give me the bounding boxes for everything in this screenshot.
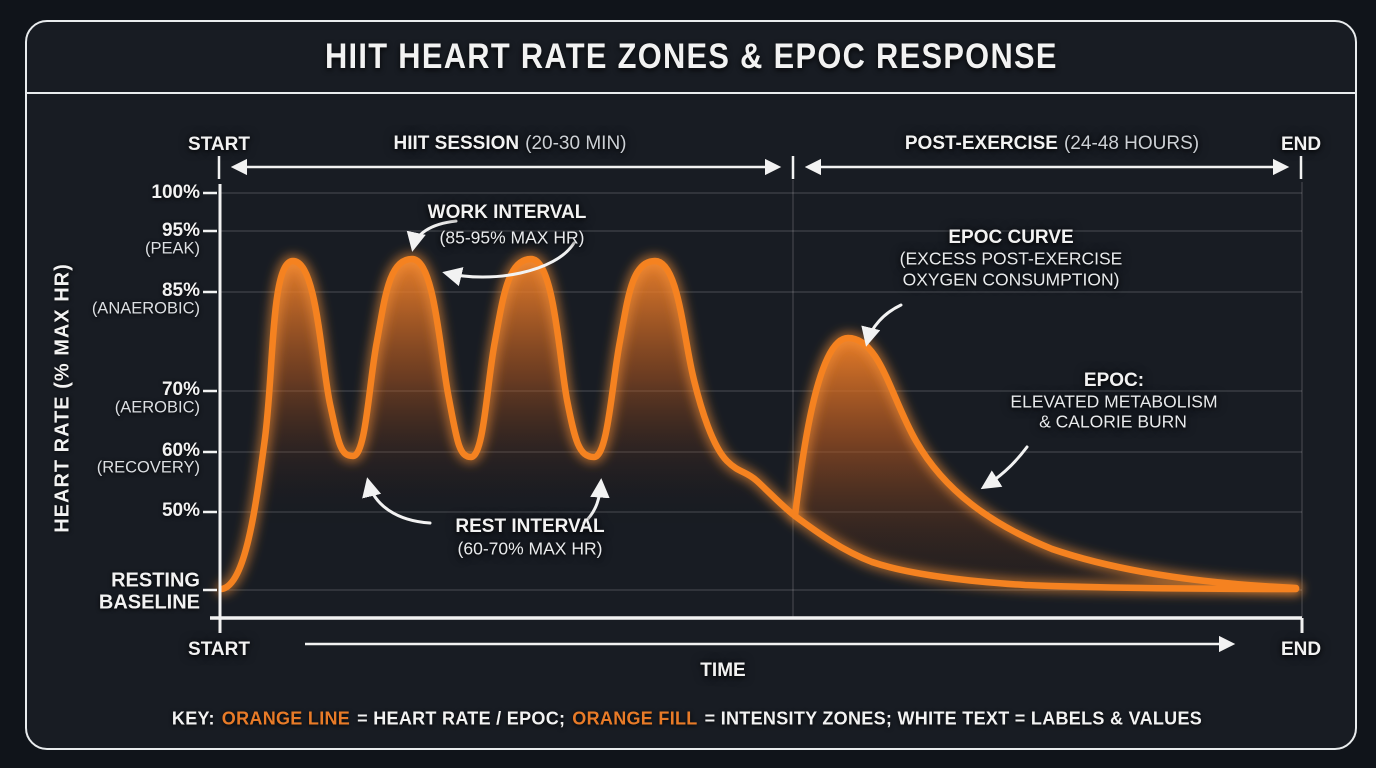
y-tick-label-70: 70% — [161, 379, 200, 400]
top-axis-end-label: END — [1280, 134, 1322, 155]
hiit-session-label: HIIT SESSION (20-30 MIN) — [394, 133, 627, 155]
y-tick-sub-60: (RECOVERY) — [96, 458, 200, 477]
time-label: TIME — [700, 660, 746, 681]
post-exercise-label: POST-EXERCISE (24-48 HOURS) — [905, 133, 1199, 155]
epoc-info-sub-1: ELEVATED METABOLISM — [1010, 391, 1218, 412]
annotation-arrows — [362, 219, 1029, 525]
work-interval-title: WORK INTERVAL — [427, 202, 587, 223]
epoc-fill — [795, 338, 1296, 589]
epoc-info-title: EPOC: — [1083, 370, 1145, 391]
epoc-curve-arrow — [861, 303, 903, 347]
y-tick-sub-85: (ANAEROBIC) — [91, 299, 200, 318]
y-tick-label-60: 60% — [161, 440, 200, 461]
epoc-curve-title: EPOC CURVE — [948, 227, 1074, 248]
y-tick-label-85: 85% — [161, 280, 200, 301]
axes — [203, 184, 1304, 633]
epoc-info-arrow — [980, 445, 1029, 490]
y-tick-label-50: 50% — [161, 500, 200, 521]
hiit-session-title: HIIT SESSION — [393, 133, 520, 154]
epoc-curve-sub-1: (EXCESS POST-EXERCISE — [899, 248, 1123, 269]
post-exercise-duration: (24-48 HOURS) — [1063, 133, 1200, 154]
epoc-line — [791, 334, 1300, 592]
resting-baseline-label-1: RESTING — [111, 569, 200, 592]
title-bar: HIIT HEART RATE ZONES & EPOC RESPONSE — [27, 22, 1355, 94]
rest-interval-title: REST INTERVAL — [455, 516, 605, 537]
x-axis-end-label: END — [1280, 639, 1322, 660]
key-seg-1: = HEART RATE / EPOC; — [357, 708, 566, 729]
hiit-session-duration: (20-30 MIN) — [525, 133, 627, 154]
epoc-info-sub-2: & CALORIE BURN — [1039, 411, 1187, 432]
key-prefix: KEY: — [171, 708, 215, 729]
y-tick-label-100: 100% — [151, 182, 200, 203]
legend-key: KEY: ORANGE LINE = HEART RATE / EPOC; OR… — [172, 709, 1202, 730]
rest-interval-range: (60-70% MAX HR) — [457, 538, 603, 559]
x-axis-start-label: START — [188, 639, 250, 660]
work-interval-fill — [222, 259, 795, 616]
key-seg-2: = INTENSITY ZONES; WHITE TEXT = LABELS &… — [704, 708, 1203, 729]
work-arrow-2 — [442, 241, 576, 287]
rest-arrow-2 — [582, 478, 610, 525]
key-orange-line: ORANGE LINE — [221, 708, 351, 729]
epoc-curve-sub-2: OXYGEN CONSUMPTION) — [902, 269, 1120, 290]
top-axis-start-label: START — [188, 134, 250, 155]
y-tick-label-95: 95% — [161, 220, 200, 241]
y-axis-ticks — [203, 191, 217, 592]
page-title: HIIT HEART RATE ZONES & EPOC RESPONSE — [324, 37, 1058, 76]
y-tick-sub-70: (AEROBIC) — [114, 398, 200, 417]
post-exercise-title: POST-EXERCISE — [904, 133, 1058, 154]
y-tick-sub-95: (PEAK) — [144, 239, 200, 258]
resting-baseline-label-2: BASELINE — [98, 591, 200, 614]
work-interval-range: (85-95% MAX HR) — [439, 227, 585, 248]
key-orange-fill: ORANGE FILL — [572, 708, 698, 729]
phase-arrows — [217, 156, 1303, 653]
work-arrow-1 — [406, 219, 458, 252]
rest-arrow-1 — [362, 477, 432, 525]
